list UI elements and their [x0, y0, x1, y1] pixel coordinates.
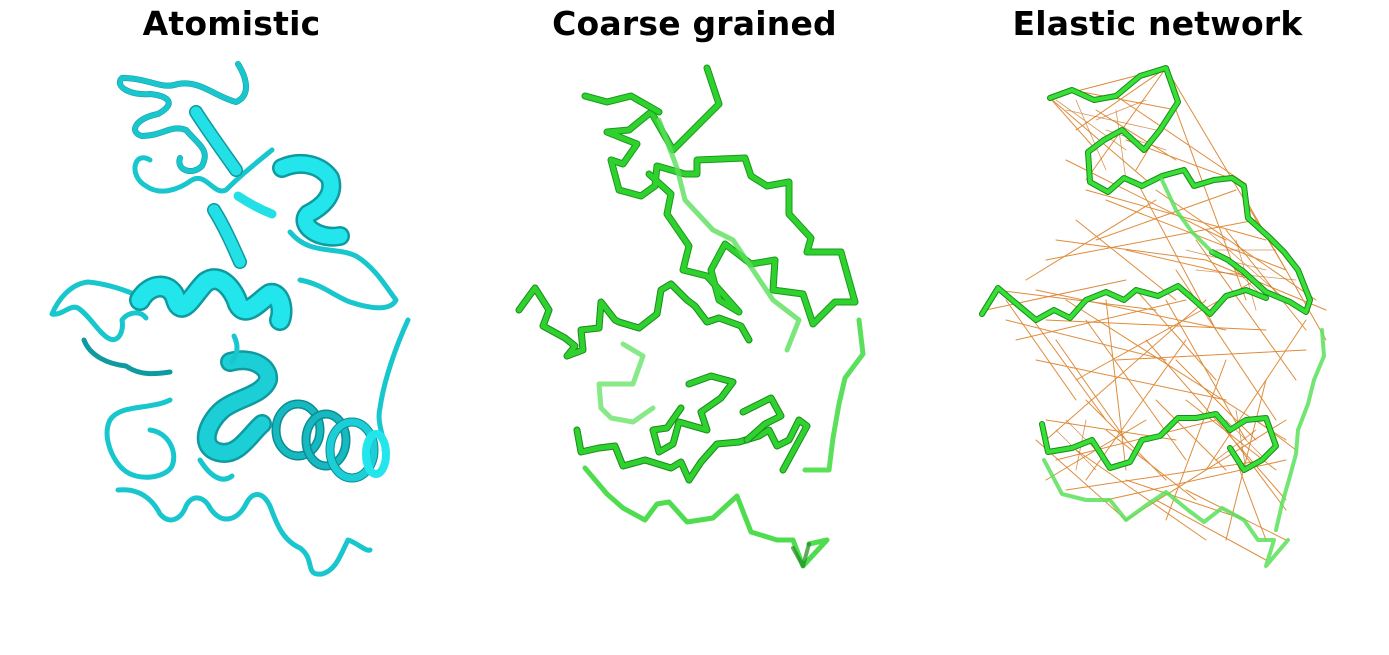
backbone-trace — [604, 65, 858, 327]
backbone-trace — [802, 317, 866, 473]
alpha-helix — [131, 270, 291, 329]
loop-tube — [81, 337, 173, 377]
elastic-springs — [985, 67, 1327, 561]
loop-tube — [117, 61, 249, 174]
panel-title-elastic-network: Elastic network — [1012, 4, 1303, 43]
alpha-helix-coil — [362, 430, 390, 478]
backbone-trace — [516, 281, 752, 359]
backbone-trace — [582, 93, 662, 115]
backbone-trace — [650, 373, 736, 455]
loop-tube — [229, 333, 240, 365]
backbone-trace — [582, 465, 830, 569]
panel-title-coarse-grained: Coarse grained — [552, 4, 837, 43]
loop-tube — [287, 229, 399, 311]
beta-strand — [190, 106, 242, 176]
backbone-trace — [980, 284, 1268, 322]
loop-tube — [376, 317, 411, 453]
backbone-trace — [1160, 178, 1214, 254]
backbone-trace — [1048, 66, 1312, 314]
backbone-trace — [740, 395, 784, 443]
backbone-trace — [791, 542, 811, 568]
beta-strand — [208, 204, 246, 268]
beta-strand — [233, 191, 277, 219]
coarse-grained-structure-figure — [515, 64, 866, 569]
alpha-helix-coil — [273, 401, 323, 459]
loop-tube — [115, 487, 373, 577]
backbone-trace — [1042, 458, 1290, 568]
atomistic-structure-figure — [49, 61, 411, 577]
alpha-helix-coil — [326, 418, 378, 482]
backbone-trace — [574, 417, 810, 483]
panel-elastic-network: Elastic network — [926, 0, 1389, 655]
backbone-trace — [1274, 328, 1326, 532]
backbone-trace — [596, 341, 656, 425]
loop-tube — [104, 397, 177, 480]
alpha-helix — [274, 156, 348, 245]
loop-tube — [197, 457, 235, 482]
elastic-network-figure — [979, 65, 1327, 568]
backbone-trace — [656, 117, 802, 353]
loop-tube — [49, 279, 151, 342]
loop-tube — [132, 147, 275, 194]
panel-coarse-grained: Coarse grained — [463, 0, 926, 655]
alpha-helix — [199, 352, 276, 461]
panel-atomistic: Atomistic — [0, 0, 463, 655]
panel-title-atomistic: Atomistic — [142, 4, 321, 43]
alpha-helix-coil — [303, 411, 349, 469]
backbone-trace — [1040, 412, 1278, 472]
